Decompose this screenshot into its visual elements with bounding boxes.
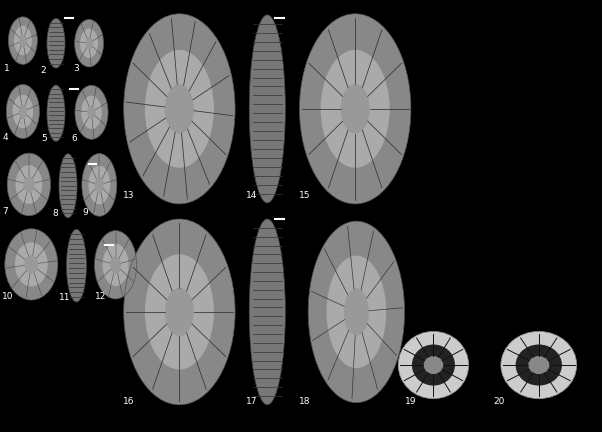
Ellipse shape — [47, 19, 65, 68]
Text: 5: 5 — [41, 134, 47, 143]
Ellipse shape — [412, 345, 455, 386]
Text: 20: 20 — [493, 397, 504, 406]
Text: 8: 8 — [52, 209, 58, 218]
Ellipse shape — [13, 95, 33, 128]
Ellipse shape — [80, 29, 98, 58]
Ellipse shape — [123, 14, 235, 204]
Ellipse shape — [308, 221, 405, 403]
Text: 10: 10 — [2, 292, 14, 301]
Text: 14: 14 — [246, 191, 257, 200]
Ellipse shape — [165, 288, 194, 336]
Ellipse shape — [88, 165, 110, 204]
Ellipse shape — [14, 26, 32, 55]
Ellipse shape — [5, 229, 58, 300]
Text: 9: 9 — [82, 208, 88, 217]
Ellipse shape — [75, 19, 104, 67]
Ellipse shape — [110, 256, 121, 274]
Ellipse shape — [501, 331, 577, 399]
Ellipse shape — [8, 17, 37, 64]
Text: 17: 17 — [246, 397, 257, 406]
Text: 12: 12 — [95, 292, 107, 301]
Ellipse shape — [19, 35, 26, 47]
Text: 19: 19 — [405, 397, 416, 406]
Text: 13: 13 — [123, 191, 135, 200]
Ellipse shape — [123, 219, 235, 405]
Text: 4: 4 — [3, 133, 8, 142]
Text: 15: 15 — [299, 191, 311, 200]
Ellipse shape — [529, 356, 549, 374]
Text: 11: 11 — [59, 292, 70, 302]
Ellipse shape — [102, 244, 129, 286]
Ellipse shape — [145, 254, 214, 369]
Ellipse shape — [145, 50, 214, 168]
Ellipse shape — [299, 14, 411, 204]
Ellipse shape — [59, 154, 77, 218]
Ellipse shape — [7, 153, 51, 216]
Ellipse shape — [95, 177, 104, 193]
Ellipse shape — [249, 15, 285, 203]
Ellipse shape — [87, 105, 96, 119]
Ellipse shape — [82, 154, 117, 216]
Ellipse shape — [66, 229, 87, 302]
Ellipse shape — [16, 165, 42, 204]
Text: 3: 3 — [73, 64, 79, 73]
Text: 18: 18 — [299, 397, 311, 406]
Text: 6: 6 — [72, 134, 78, 143]
Ellipse shape — [341, 84, 370, 133]
Ellipse shape — [6, 85, 39, 139]
Ellipse shape — [85, 37, 93, 49]
Ellipse shape — [47, 85, 65, 141]
Ellipse shape — [15, 242, 48, 286]
Text: 1: 1 — [4, 64, 10, 73]
Ellipse shape — [398, 331, 468, 399]
Ellipse shape — [344, 288, 369, 336]
Ellipse shape — [95, 231, 137, 299]
Ellipse shape — [25, 255, 38, 273]
Ellipse shape — [19, 105, 27, 118]
Ellipse shape — [326, 256, 386, 368]
Text: 2: 2 — [40, 66, 46, 75]
Ellipse shape — [321, 50, 389, 168]
Ellipse shape — [81, 95, 102, 129]
Text: 7: 7 — [2, 207, 8, 216]
Text: 16: 16 — [123, 397, 135, 406]
Ellipse shape — [75, 86, 108, 139]
Ellipse shape — [424, 356, 443, 374]
Ellipse shape — [23, 176, 34, 193]
Ellipse shape — [515, 345, 562, 386]
Ellipse shape — [165, 84, 194, 133]
Ellipse shape — [249, 219, 285, 405]
